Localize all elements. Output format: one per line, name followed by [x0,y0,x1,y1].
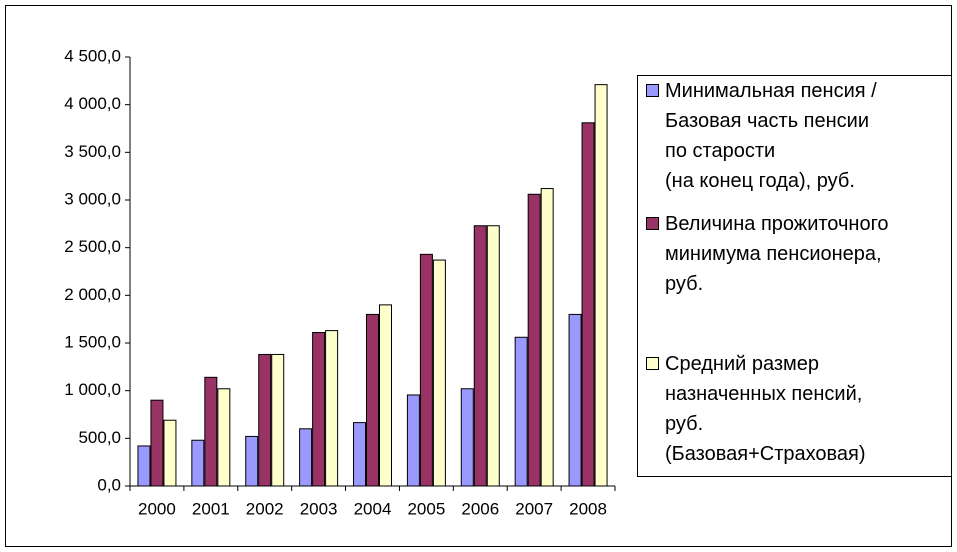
x-tick-label: 2002 [246,499,284,518]
bar [379,304,392,487]
y-tick-label: 4 000,0 [64,94,121,113]
bar [312,332,326,487]
legend-entry: Средний размер назначенных пенсий, руб. … [646,349,866,469]
bar [245,435,259,487]
y-tick-label: 4 500,0 [64,46,121,65]
bar [514,336,528,487]
y-tick-label: 500,0 [78,428,121,447]
x-tick-label: 2003 [300,499,338,518]
y-tick-label: 2 500,0 [64,237,121,256]
bar [486,225,500,487]
x-tick-label: 2007 [515,499,553,518]
bar [527,193,541,487]
bar [150,399,164,487]
bar [271,353,285,487]
x-tick-label: 2004 [354,499,392,518]
y-tick-label: 1 500,0 [64,332,121,351]
bar [406,394,420,487]
legend: Минимальная пенсия / Базовая часть пенси… [637,75,951,477]
bar [191,439,205,487]
x-tick-label: 2005 [407,499,445,518]
bar [299,428,313,487]
bar [419,253,433,487]
legend-entry: Минимальная пенсия / Базовая часть пенси… [646,76,877,196]
bar [258,353,272,487]
bar [568,313,582,487]
legend-swatch [646,357,659,370]
bar [460,388,474,487]
bar [353,422,366,487]
bar [217,388,231,487]
bar [204,376,218,487]
bar [325,330,339,487]
legend-label: Величина прожиточного минимума пенсионер… [665,213,889,295]
bar [432,259,446,487]
bar [594,84,608,487]
x-tick-label: 2001 [192,499,230,518]
y-tick-label: 0,0 [97,475,121,494]
y-tick-label: 3 500,0 [64,142,121,161]
legend-swatch [646,217,659,230]
bar [163,419,177,487]
bar [137,445,151,487]
bar [473,225,487,487]
x-tick-label: 2008 [569,499,607,518]
y-tick-label: 2 000,0 [64,285,121,304]
x-tick-label: 2000 [138,499,176,518]
bar [366,313,379,487]
x-tick-label: 2006 [461,499,499,518]
y-tick-label: 1 000,0 [64,380,121,399]
bar [540,188,554,487]
y-tick-label: 3 000,0 [64,189,121,208]
legend-swatch [646,84,659,97]
legend-label: Минимальная пенсия / Базовая часть пенси… [665,80,877,192]
bar [581,122,595,487]
legend-label: Средний размер назначенных пенсий, руб. … [665,353,866,465]
legend-entry: Величина прожиточного минимума пенсионер… [646,209,889,299]
